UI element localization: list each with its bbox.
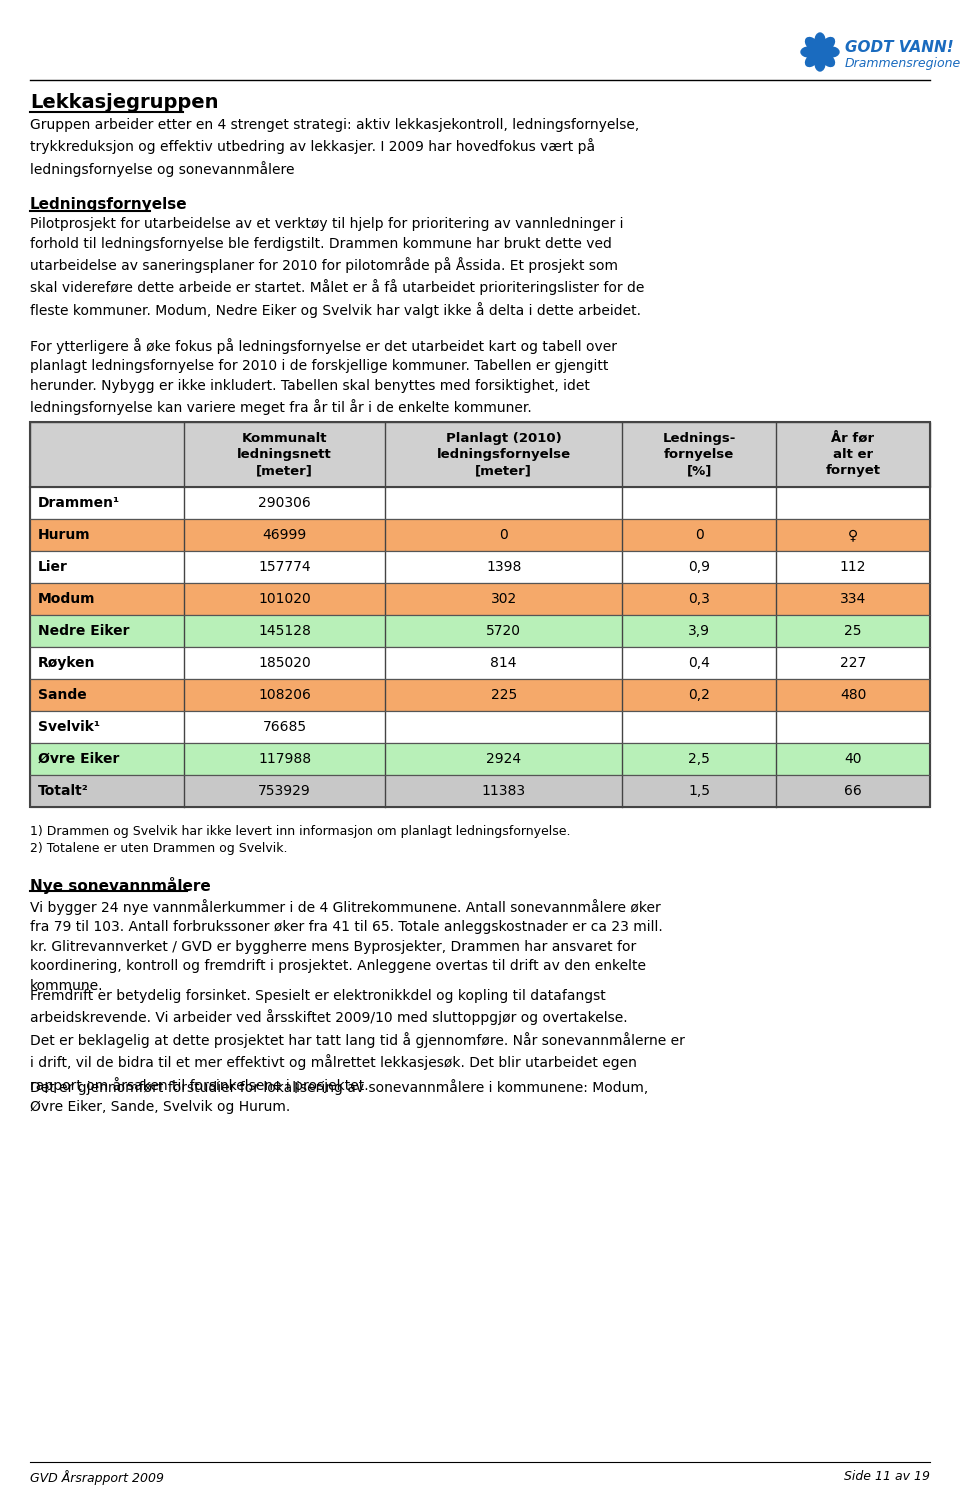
Text: GVD Årsrapport 2009: GVD Årsrapport 2009	[30, 1471, 164, 1486]
Text: 46999: 46999	[262, 528, 307, 542]
Text: 11383: 11383	[482, 784, 526, 797]
Text: Fremdrift er betydelig forsinket. Spesielt er elektronikkdel og kopling til data: Fremdrift er betydelig forsinket. Spesie…	[30, 989, 684, 1092]
Bar	[30, 488, 930, 519]
Text: 0,3: 0,3	[688, 592, 710, 606]
Text: 101020: 101020	[258, 592, 311, 606]
Text: Sande: Sande	[38, 688, 86, 702]
Text: 0,9: 0,9	[688, 560, 710, 574]
Text: 112: 112	[840, 560, 866, 574]
Text: 227: 227	[840, 657, 866, 670]
Text: Nye sonevannmålere: Nye sonevannmålere	[30, 877, 211, 895]
Text: Lekkasjegruppen: Lekkasjegruppen	[30, 93, 219, 112]
Text: Modum: Modum	[38, 592, 95, 606]
Text: Side 11 av 19: Side 11 av 19	[844, 1471, 930, 1483]
Text: 225: 225	[491, 688, 516, 702]
Text: Totalt²: Totalt²	[38, 784, 88, 797]
Text: 290306: 290306	[258, 497, 311, 510]
Text: 5720: 5720	[486, 624, 521, 637]
Text: 108206: 108206	[258, 688, 311, 702]
Ellipse shape	[815, 33, 825, 49]
Text: 117988: 117988	[258, 752, 311, 766]
Bar	[30, 646, 930, 679]
Text: 0,4: 0,4	[688, 657, 710, 670]
Bar	[30, 583, 930, 615]
Circle shape	[813, 45, 827, 58]
Text: 76685: 76685	[262, 720, 306, 735]
Text: 40: 40	[844, 752, 862, 766]
Text: 753929: 753929	[258, 784, 311, 797]
Text: 2924: 2924	[486, 752, 521, 766]
Ellipse shape	[805, 37, 819, 51]
Bar	[30, 422, 930, 488]
Text: 1,5: 1,5	[688, 784, 710, 797]
Text: 2,5: 2,5	[688, 752, 710, 766]
Text: 302: 302	[491, 592, 516, 606]
Ellipse shape	[823, 46, 839, 57]
Text: Vi bygger 24 nye vannmålerkummer i de 4 Glitrekommunene. Antall sonevannmålere ø: Vi bygger 24 nye vannmålerkummer i de 4 …	[30, 899, 662, 993]
Bar	[30, 551, 930, 583]
Ellipse shape	[821, 52, 834, 66]
Text: Planlagt (2010)
ledningsfornyelse
[meter]: Planlagt (2010) ledningsfornyelse [meter…	[437, 432, 571, 477]
Text: 814: 814	[491, 657, 516, 670]
Bar	[30, 679, 930, 711]
Text: ♀: ♀	[848, 528, 858, 542]
Text: År før
alt er
fornyet: År før alt er fornyet	[826, 432, 880, 477]
Text: 25: 25	[844, 624, 862, 637]
Ellipse shape	[815, 55, 825, 70]
Text: Drammensregionen: Drammensregionen	[845, 57, 960, 70]
Text: 157774: 157774	[258, 560, 311, 574]
Text: Pilotprosjekt for utarbeidelse av et verktøy til hjelp for prioritering av vannl: Pilotprosjekt for utarbeidelse av et ver…	[30, 217, 644, 317]
Text: Gruppen arbeider etter en 4 strenget strategi: aktiv lekkasjekontroll, ledningsf: Gruppen arbeider etter en 4 strenget str…	[30, 118, 639, 177]
Text: 185020: 185020	[258, 657, 311, 670]
Text: 0: 0	[695, 528, 704, 542]
Bar	[30, 711, 930, 744]
Text: Røyken: Røyken	[38, 657, 95, 670]
Text: Hurum: Hurum	[38, 528, 90, 542]
Ellipse shape	[821, 37, 834, 51]
Text: 3,9: 3,9	[688, 624, 710, 637]
Text: 2) Totalene er uten Drammen og Svelvik.: 2) Totalene er uten Drammen og Svelvik.	[30, 842, 287, 856]
Bar	[30, 422, 930, 806]
Text: GODT VANN!: GODT VANN!	[845, 40, 953, 55]
Bar	[30, 744, 930, 775]
Text: Ledningsfornyelse: Ledningsfornyelse	[30, 197, 187, 212]
Bar	[30, 519, 930, 551]
Bar	[30, 775, 930, 806]
Ellipse shape	[801, 46, 817, 57]
Text: Lier: Lier	[38, 560, 68, 574]
Text: Drammen¹: Drammen¹	[38, 497, 120, 510]
Text: For ytterligere å øke fokus på ledningsfornyelse er det utarbeidet kart og tabel: For ytterligere å øke fokus på ledningsf…	[30, 338, 617, 416]
Text: 334: 334	[840, 592, 866, 606]
Text: Svelvik¹: Svelvik¹	[38, 720, 100, 735]
Ellipse shape	[805, 52, 819, 66]
Bar	[30, 615, 930, 646]
Text: 145128: 145128	[258, 624, 311, 637]
Text: 1) Drammen og Svelvik har ikke levert inn informasjon om planlagt ledningsfornye: 1) Drammen og Svelvik har ikke levert in…	[30, 824, 570, 838]
Text: 66: 66	[844, 784, 862, 797]
Text: Øvre Eiker: Øvre Eiker	[38, 752, 119, 766]
Text: Kommunalt
ledningsnett
[meter]: Kommunalt ledningsnett [meter]	[237, 432, 332, 477]
Text: 0,2: 0,2	[688, 688, 710, 702]
Text: 0: 0	[499, 528, 508, 542]
Text: 1398: 1398	[486, 560, 521, 574]
Text: Nedre Eiker: Nedre Eiker	[38, 624, 130, 637]
Text: 480: 480	[840, 688, 866, 702]
Text: Lednings-
fornyelse
[%]: Lednings- fornyelse [%]	[662, 432, 735, 477]
Text: Det er gjennomført forstudier for lokalisering av sonevannmålere i kommunene: Mo: Det er gjennomført forstudier for lokali…	[30, 1079, 648, 1115]
